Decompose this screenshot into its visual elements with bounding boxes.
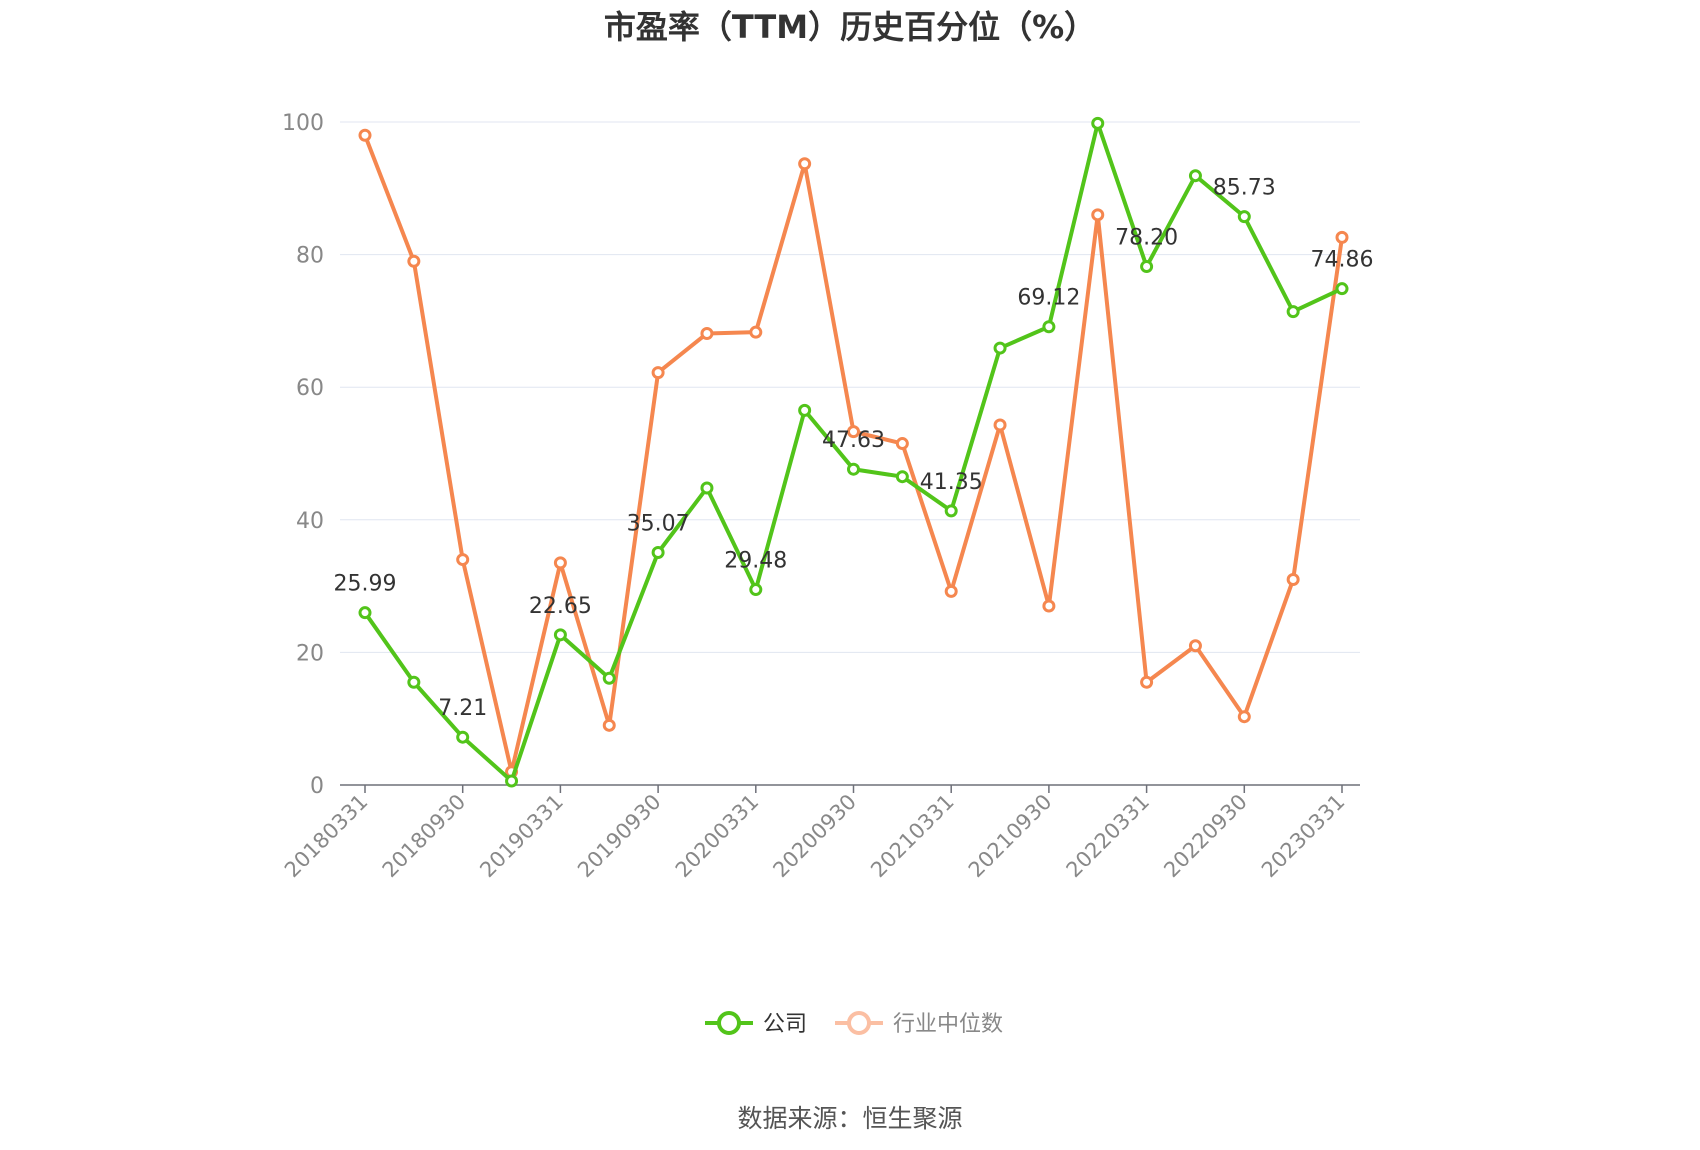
x-tick-label: 20220930 [1159,790,1252,883]
data-point [798,403,812,417]
data-point [944,504,958,518]
data-point [1237,210,1251,224]
x-tick-label: 20200930 [768,790,861,883]
series-company [358,116,1349,788]
data-point [407,675,421,689]
x-tick-label: 20190930 [573,790,666,883]
data-label: 22.65 [529,594,592,619]
data-label: 29.48 [724,549,787,574]
series-layer [358,116,1349,788]
y-tick-label: 60 [296,376,324,401]
data-point [700,326,714,340]
data-label: 74.86 [1311,248,1374,273]
legend[interactable]: 公司 行业中位数 [705,1011,1003,1037]
data-point [602,671,616,685]
data-labels: 25.99 7.21 22.65 35.07 29.48 47.63 41.35 69.12 7… [334,176,1374,722]
data-point [505,774,519,788]
data-point [1188,169,1202,183]
data-point [1188,639,1202,653]
data-point [1237,710,1251,724]
x-tick-label: 20180331 [280,790,373,883]
series-industry-median [358,128,1349,779]
data-point [847,462,860,476]
chart-title: 市盈率（TTM）历史百分位（%） [604,8,1096,46]
legend-item-industry-median[interactable]: 行业中位数 [835,1011,1003,1037]
data-point [1042,599,1056,613]
y-tick-label: 80 [296,244,324,269]
legend-marker [717,1011,741,1035]
legend-label: 公司 [763,1012,807,1037]
data-point [651,545,665,559]
data-point [456,553,470,567]
x-tick-label: 20210331 [866,790,959,883]
data-label: 78.20 [1115,226,1178,251]
data-point [798,157,812,171]
data-point [895,470,909,484]
x-tick-label: 20190331 [475,790,568,883]
data-label: 47.63 [822,428,885,453]
x-tick-label: 20200331 [671,790,764,883]
legend-item-company[interactable]: 公司 [705,1011,807,1037]
data-label: 69.12 [1017,286,1080,311]
data-point [456,730,470,744]
data-point [895,437,909,451]
data-point [1286,305,1300,319]
data-point [1286,572,1300,586]
data-point [847,425,860,439]
x-axis: 20180331 20180930 20190331 20190930 20200331… [280,784,1360,883]
data-point [407,254,421,268]
data-label: 41.35 [920,470,983,495]
legend-label: 行业中位数 [893,1012,1003,1037]
y-tick-label: 0 [310,774,324,799]
data-point [1042,320,1056,334]
grid [340,121,1360,653]
data-point [749,583,763,597]
data-point [993,341,1007,355]
data-point [1140,675,1154,689]
legend-marker [847,1011,871,1035]
data-label: 7.21 [438,696,487,721]
data-point [358,606,372,620]
data-point [553,556,567,570]
y-axis: 0 20 40 60 80 100 [282,111,324,799]
data-point [1140,260,1154,274]
data-point [1335,282,1349,296]
x-tick-label: 20180930 [378,790,471,883]
x-tick-label: 20210930 [964,790,1057,883]
data-point [1091,208,1105,222]
data-point [1335,230,1349,244]
data-point [944,584,958,598]
data-point [602,718,616,732]
data-label: 25.99 [334,572,397,597]
source-note: 数据来源：恒生聚源 [737,1104,962,1133]
x-tick-label: 20230331 [1257,790,1350,883]
data-point [553,628,567,642]
data-point [358,128,372,142]
data-label: 35.07 [627,511,690,536]
data-point [1091,116,1105,130]
y-tick-label: 100 [282,111,324,136]
data-point [651,366,665,380]
data-label: 85.73 [1213,176,1276,201]
x-tick-label: 20220331 [1062,790,1155,883]
data-point [700,481,714,495]
data-point [749,325,763,339]
data-point [993,418,1007,432]
series-line [363,134,1344,774]
y-tick-label: 40 [296,509,324,534]
y-tick-label: 20 [296,641,324,666]
